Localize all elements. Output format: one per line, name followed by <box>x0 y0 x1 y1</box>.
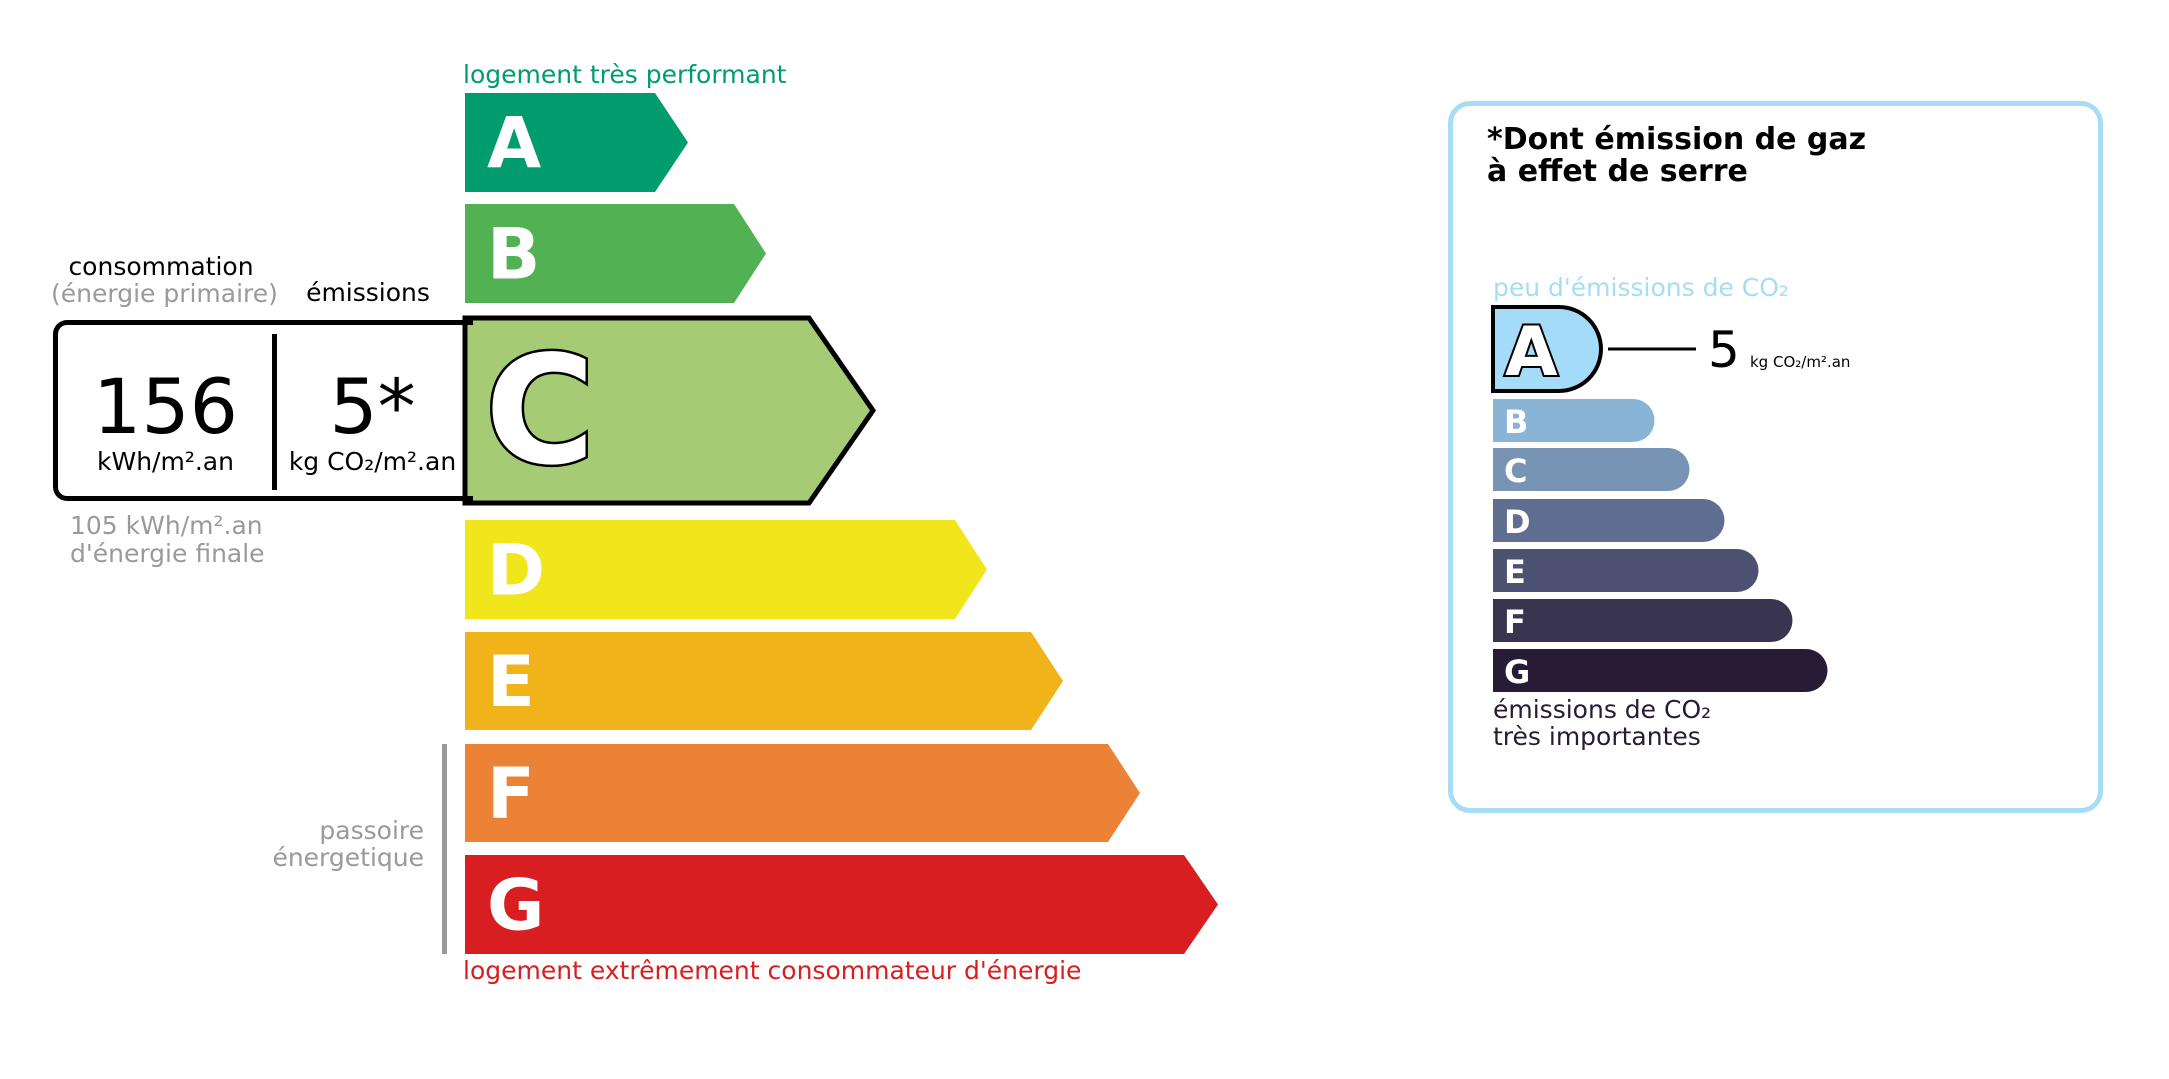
energy-letter: G <box>487 865 544 947</box>
ges-letter: G <box>1504 653 1530 691</box>
ges-bar <box>1493 649 1828 692</box>
energy-letter: D <box>487 530 545 612</box>
ges-bar <box>1493 399 1655 442</box>
energy-class-e: E <box>465 632 1063 730</box>
ges-class-d: D <box>1493 499 1725 542</box>
ges-title-line1: *Dont émission de gaz <box>1487 122 1867 157</box>
ges-class-a: A <box>1491 305 1696 394</box>
ges-bar <box>1493 448 1690 491</box>
energy-class-d: D <box>465 520 987 619</box>
ges-class-e: E <box>1493 549 1759 592</box>
energy-bar <box>465 520 987 619</box>
passoire-line1: passoire <box>319 816 424 845</box>
energy-bar <box>465 855 1218 954</box>
energy-class-a: A <box>465 93 688 192</box>
energy-class-b: B <box>465 204 766 303</box>
ges-value: 5 <box>1708 321 1740 379</box>
emissions-unit: kg CO₂/m².an <box>288 447 457 476</box>
ges-class-f: F <box>1493 599 1793 642</box>
energy-letter: C <box>485 325 595 499</box>
ges-class-g: G <box>1493 649 1828 692</box>
ges-title-line2: à effet de serre <box>1487 154 1748 189</box>
energy-class-g: G <box>465 855 1218 954</box>
consumption-unit: kWh/m².an <box>97 447 234 476</box>
ges-letter: D <box>1504 503 1531 541</box>
energy-class-c: C <box>462 315 877 506</box>
ges-panel <box>1448 101 2103 813</box>
energy-bar <box>462 315 877 506</box>
ges-bar <box>1493 599 1793 642</box>
energy-class-f: F <box>465 744 1140 842</box>
energy-letter: A <box>487 103 541 185</box>
ges-top-label: peu d'émissions de CO₂ <box>1493 273 1789 302</box>
ges-class-c: C <box>1493 448 1690 491</box>
energy-bar <box>465 204 766 303</box>
ges-bar <box>1491 305 1603 393</box>
ges-bar <box>1493 549 1759 592</box>
energy-letter: E <box>487 641 535 723</box>
passoire-line2: énergetique <box>272 843 424 872</box>
values-box <box>53 320 473 501</box>
energy-bottom-label: logement extrêmement consommateur d'éner… <box>463 956 1082 985</box>
ges-class-b: B <box>1493 399 1655 442</box>
consumption-label: consommation <box>68 252 254 281</box>
ges-bar <box>1493 499 1725 542</box>
passoire-bar <box>442 744 447 954</box>
values-divider <box>272 334 277 490</box>
ges-letter: F <box>1504 603 1526 641</box>
ges-letter: C <box>1504 452 1527 490</box>
energy-letter: B <box>487 214 540 296</box>
final-energy-value: 105 kWh/m².an <box>70 511 263 540</box>
energy-bar <box>465 632 1063 730</box>
energy-bar <box>465 93 688 192</box>
ges-letter: A <box>1505 313 1558 392</box>
ges-letter: B <box>1504 403 1528 441</box>
consumption-value: 156 <box>92 362 239 451</box>
final-energy-label: d'énergie finale <box>70 539 265 568</box>
energy-letter: F <box>487 753 535 835</box>
ges-bottom-line1: émissions de CO₂ <box>1493 695 1712 724</box>
ges-bottom-line2: très importantes <box>1493 722 1701 751</box>
emissions-label: émissions <box>306 278 430 307</box>
ges-letter: E <box>1504 553 1526 591</box>
energy-top-label: logement très performant <box>463 60 787 89</box>
ges-unit: kg CO₂/m².an <box>1750 353 1851 371</box>
energy-bar <box>465 744 1140 842</box>
emissions-value: 5* <box>329 362 416 451</box>
consumption-sublabel: (énergie primaire) <box>51 279 278 308</box>
